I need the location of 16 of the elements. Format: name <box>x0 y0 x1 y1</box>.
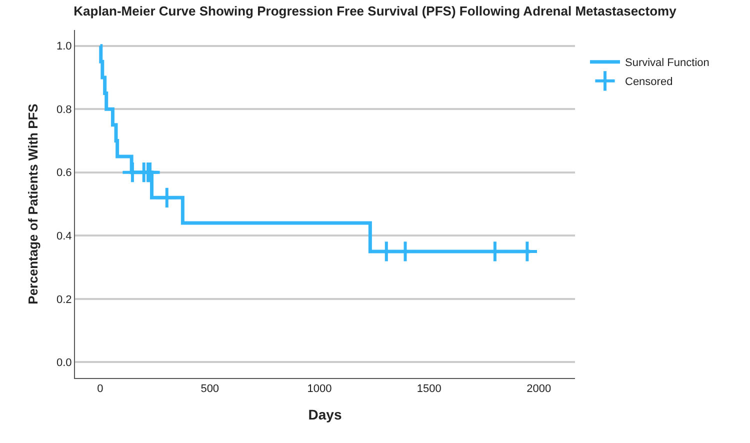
x-tick-label: 500 <box>200 383 220 396</box>
y-tick-label: 1.0 <box>56 40 72 53</box>
x-tick-label: 1000 <box>307 383 332 396</box>
legend-label: Survival Function <box>625 57 710 70</box>
y-tick-label: 0.6 <box>56 167 72 180</box>
y-tick-label: 0.8 <box>56 104 72 116</box>
x-tick-label: 0 <box>97 383 104 396</box>
y-tick-label: 0.2 <box>56 294 72 306</box>
x-tick-label: 1500 <box>416 383 442 396</box>
x-axis-title: Days <box>308 406 342 422</box>
legend-label: Censored <box>625 76 673 88</box>
chart-title: Kaplan-Meier Curve Showing Progression Free Survival (PFS) Following Adrenal Metastasectomy <box>74 4 678 19</box>
x-tick-label: 2000 <box>526 383 552 396</box>
y-tick-label: 0.4 <box>56 230 72 242</box>
y-axis-title: Percentage of Patients With PFS <box>25 103 40 304</box>
y-tick-label: 0.0 <box>56 357 72 370</box>
